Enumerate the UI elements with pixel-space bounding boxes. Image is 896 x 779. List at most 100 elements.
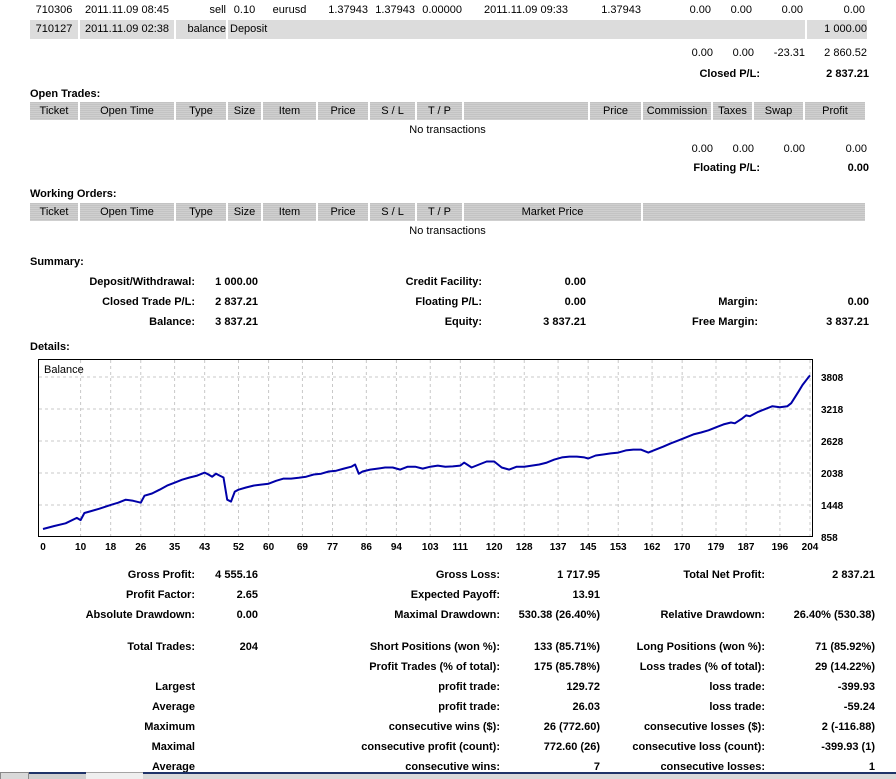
stat-value	[195, 697, 258, 717]
spacer	[30, 160, 643, 176]
header-cell	[643, 203, 865, 221]
header-cell: Ticket	[30, 102, 78, 120]
stat-value: 71 (85.92%)	[815, 641, 875, 653]
header-cell: T / P	[417, 203, 462, 221]
header-cell: Type	[176, 203, 226, 221]
stat-label: consecutive profit (count):	[361, 741, 500, 753]
x-axis-label: 187	[738, 542, 755, 553]
y-axis-label: 1448	[821, 501, 844, 512]
window-edge-strip	[0, 772, 896, 779]
balance-line	[42, 374, 811, 530]
summary-value	[758, 272, 869, 292]
stat-label: loss trade:	[709, 681, 765, 693]
comment-cell: Deposit	[228, 20, 805, 39]
plot-border	[38, 359, 813, 537]
stat-label: Long Positions (won %):	[636, 641, 765, 653]
x-axis-label: 26	[135, 542, 147, 553]
stat-value: 1 717.95	[557, 569, 600, 581]
x-axis-label: 35	[169, 542, 181, 553]
commission-total: 0.00	[691, 143, 713, 155]
stat-label: consecutive wins:	[405, 761, 500, 773]
commission-cell: 0.00	[689, 4, 711, 16]
ticket-cell: 710127	[30, 20, 78, 39]
window-edge-segment	[0, 772, 29, 779]
working-orders-heading: Working Orders:	[30, 188, 117, 200]
stat-label	[0, 657, 195, 677]
balance-row: 710127 2011.11.09 02:38 balance Deposit 1 00…	[30, 20, 896, 39]
balance-chart: 0 10 18 26 35 43 52 60 69 77 86 94 103 111 120 128 137 14…	[38, 359, 874, 555]
item-cell: eurusd	[272, 4, 307, 16]
stat-label: consecutive losses ($):	[643, 721, 765, 733]
floating-pl-label: Floating P/L:	[693, 162, 760, 174]
stat-label: profit trade:	[438, 701, 500, 713]
spacer	[30, 66, 643, 82]
x-axis-label: 204	[802, 542, 819, 553]
stat-value: 0.00	[236, 609, 258, 621]
spacer	[30, 45, 643, 61]
header-cell: Price	[590, 102, 641, 120]
summary-label: Closed Trade P/L:	[102, 296, 195, 308]
stat-label: profit trade:	[438, 681, 500, 693]
closed-transactions-totals-row: 0.00 0.00 -23.31 2 860.52	[30, 45, 896, 61]
open-time-cell: 2011.11.09 08:45	[84, 4, 169, 16]
x-axis-label: 52	[233, 542, 245, 553]
stat-value: 530.38 (26.40%)	[518, 609, 600, 621]
header-cell: Item	[263, 102, 316, 120]
floating-pl-row: Floating P/L: 0.00	[30, 160, 896, 176]
profit-total: 2 860.52	[824, 47, 867, 59]
type-cell: balance	[176, 20, 226, 39]
x-axis-label: 120	[486, 542, 503, 553]
floating-pl-value: 0.00	[847, 162, 869, 174]
header-cell: T / P	[417, 102, 462, 120]
summary-value: 2 837.21	[215, 296, 258, 308]
summary-value: 3 837.21	[826, 316, 869, 328]
commission-total: 0.00	[691, 47, 713, 59]
x-axis-label: 137	[550, 542, 567, 553]
summary-label: Margin:	[718, 296, 758, 308]
header-cell: S / L	[370, 203, 415, 221]
stat-label	[600, 585, 765, 605]
stat-label: Loss trades (% of total):	[639, 661, 765, 673]
stat-value: 204	[239, 641, 258, 653]
summary-value: 3 837.21	[215, 316, 258, 328]
x-axis-label: 77	[327, 542, 339, 553]
stat-label: consecutive wins ($):	[388, 721, 500, 733]
header-cell: Price	[318, 102, 368, 120]
y-axis-label: 858	[821, 533, 838, 544]
profit-cell: 0.00	[843, 4, 865, 16]
size-cell: 0.10	[233, 4, 256, 16]
details-heading: Details:	[30, 341, 70, 353]
closed-pl-value: 2 837.21	[826, 68, 869, 80]
header-cell: Profit	[805, 102, 865, 120]
x-axis-label: 60	[263, 542, 275, 553]
stat-label: Maximal Drawdown:	[394, 609, 500, 621]
taxes-total: 0.00	[732, 47, 754, 59]
stat-label: Profit Trades (% of total):	[369, 661, 500, 673]
x-axis-label: 153	[610, 542, 627, 553]
profit-cell: 1 000.00	[807, 20, 867, 39]
stat-value	[765, 585, 875, 605]
stat-value: -399.93 (1)	[821, 741, 875, 753]
header-cell: Taxes	[713, 102, 752, 120]
x-axis-label: 111	[453, 542, 469, 553]
grid-gap	[0, 625, 875, 637]
x-axis-label: 196	[772, 542, 789, 553]
stat-label: Largest	[155, 681, 195, 693]
stat-value: 175 (85.78%)	[533, 661, 600, 673]
stat-value: 2 (-116.88)	[821, 721, 875, 733]
open-time-cell: 2011.11.09 02:38	[80, 20, 174, 39]
stat-label: Maximum	[144, 721, 195, 733]
taxes-total: 0.00	[732, 143, 754, 155]
stat-value: -399.93	[837, 681, 875, 693]
stat-value: 13.91	[572, 589, 600, 601]
stat-label: Profit Factor:	[125, 589, 195, 601]
summary-label: Free Margin:	[691, 316, 758, 328]
stat-value: 7	[593, 761, 600, 773]
summary-label: Balance:	[149, 316, 195, 328]
type-cell: sell	[209, 4, 226, 16]
y-axis-label: 2628	[821, 437, 844, 448]
taxes-cell: 0.00	[730, 4, 752, 16]
stat-value: 772.60 (26)	[543, 741, 600, 753]
stat-label: Average	[151, 701, 195, 713]
